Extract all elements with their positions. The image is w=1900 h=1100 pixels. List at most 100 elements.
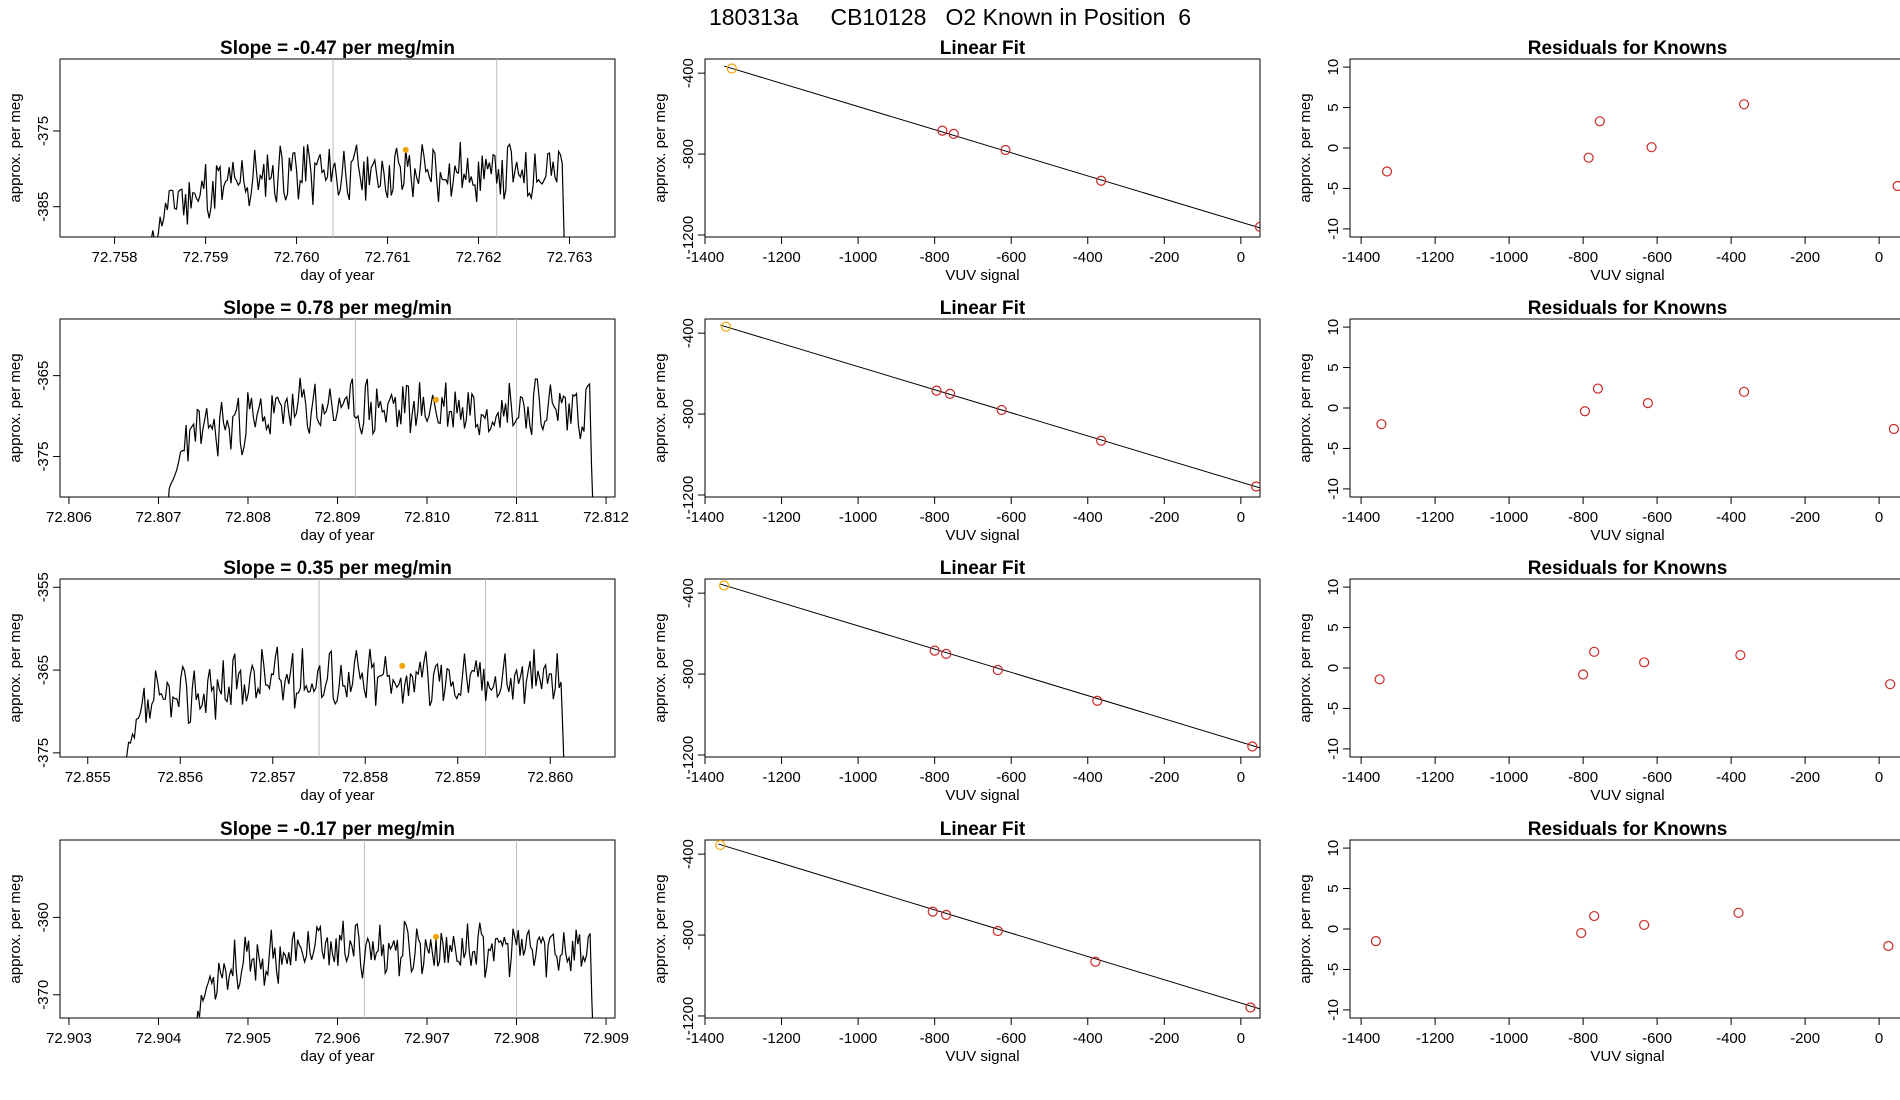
data-point (1576, 927, 1587, 939)
plot-area (1381, 99, 1900, 192)
x-tick-label: 72.855 (65, 769, 111, 786)
data-point (1370, 936, 1382, 947)
x-tick-label: -400 (1073, 1030, 1103, 1047)
x-tick-label: -800 (920, 509, 950, 526)
panel-title: Residuals for Knowns (1528, 819, 1728, 840)
x-tick-label: -800 (920, 249, 950, 266)
data-point (1883, 940, 1894, 952)
x-tick-label: 72.806 (46, 509, 92, 526)
data-point (1579, 406, 1591, 417)
x-tick-label: -1000 (1490, 249, 1528, 266)
x-tick-label: -1400 (1342, 509, 1380, 526)
plot-frame (1349, 318, 1900, 498)
y-tick-label: -1200 (680, 476, 697, 514)
x-tick-label: 72.810 (404, 509, 450, 526)
data-point (948, 128, 959, 139)
data-point (1892, 180, 1900, 192)
y-tick-label: 5 (1325, 103, 1342, 111)
x-axis-label: day of year (300, 527, 374, 544)
x-tick-label: 0 (1237, 249, 1245, 266)
fit-line (723, 65, 1260, 229)
x-tick-label: 72.857 (250, 769, 296, 786)
x-tick-label: -400 (1716, 1030, 1746, 1047)
x-tick-label: -600 (996, 1030, 1026, 1047)
data-point (1738, 99, 1750, 110)
x-tick-label: 72.904 (136, 1030, 182, 1047)
data-point (996, 404, 1007, 416)
panel-4: Slope = 0.78 per meg/min 72.806 72.807 72.8… (7, 298, 629, 544)
x-tick-label: -1200 (1416, 509, 1454, 526)
x-tick-label: -1400 (686, 769, 724, 786)
data-point (929, 645, 940, 656)
highlighted-data-point (719, 580, 730, 591)
y-tick-label: -5 (1325, 963, 1342, 976)
y-tick-label: -360 (35, 902, 52, 932)
signal-trace (168, 377, 594, 497)
x-tick-label: 72.807 (136, 509, 182, 526)
y-tick-label: -400 (680, 578, 697, 608)
data-point (941, 909, 952, 920)
highlighted-data-point (726, 63, 737, 74)
y-tick-label: -800 (680, 399, 697, 429)
x-tick-label: 72.905 (225, 1030, 271, 1047)
x-tick-label: -1200 (1416, 769, 1454, 786)
data-point (1376, 419, 1387, 430)
y-axis-label: approx. per meg (1297, 613, 1314, 722)
y-tick-label: -5 (1325, 442, 1342, 455)
signal-trace (151, 141, 565, 237)
x-tick-label: -1200 (762, 769, 800, 786)
x-tick-label: 0 (1875, 1030, 1883, 1047)
x-tick-label: 72.758 (92, 249, 138, 266)
data-point (1577, 669, 1589, 680)
panel-12: Residuals for Knowns-1400 -1200 -1000 -800-… (1297, 819, 1900, 1065)
plot-area (1376, 383, 1900, 435)
y-tick-label: -1200 (680, 997, 697, 1035)
panel-8: Linear Fit-1400 -1200 -1000 -800 -600 -400 -20… (652, 558, 1261, 804)
plot-area (720, 321, 1260, 492)
x-tick-label: 0 (1237, 509, 1245, 526)
data-point (941, 648, 952, 659)
plot-area (151, 59, 565, 237)
data-point (1594, 116, 1605, 127)
x-tick-label: -400 (1073, 769, 1103, 786)
panel-title: Linear Fit (940, 298, 1026, 319)
x-tick-label: -600 (996, 769, 1026, 786)
data-point (1245, 1002, 1256, 1013)
x-tick-label: -400 (1716, 249, 1746, 266)
x-tick-label: -1200 (762, 509, 800, 526)
y-axis-label: approx. per meg (7, 613, 24, 722)
data-point (927, 906, 938, 917)
x-tick-label: 0 (1875, 249, 1883, 266)
y-tick-label: 10 (1325, 840, 1342, 857)
data-point (1592, 383, 1604, 394)
panel-title: Residuals for Knowns (1528, 558, 1728, 579)
x-tick-label: -1000 (839, 249, 877, 266)
y-tick-label: 5 (1325, 363, 1342, 371)
x-tick-label: 72.762 (456, 249, 502, 266)
plot-frame (59, 578, 616, 758)
plot-frame (704, 839, 1261, 1019)
data-point (1374, 674, 1385, 685)
plot-frame (1349, 839, 1900, 1019)
plot-frame (59, 839, 616, 1019)
x-tick-label: -800 (920, 769, 950, 786)
x-tick-label: 72.760 (274, 249, 320, 266)
plot-frame (59, 58, 616, 238)
y-axis-label: approx. per meg (7, 353, 24, 462)
x-tick-label: 72.809 (315, 509, 361, 526)
y-tick-label: -400 (680, 318, 697, 348)
x-tick-label: -1000 (1490, 769, 1528, 786)
panel-title: Linear Fit (940, 558, 1026, 579)
plot-area (723, 63, 1260, 232)
data-point (1639, 919, 1650, 931)
x-tick-label: -1400 (686, 249, 724, 266)
plot-area (168, 319, 594, 497)
x-tick-label: 72.903 (46, 1030, 92, 1047)
plot-frame (1349, 58, 1900, 238)
x-axis-label: VUV signal (1590, 1048, 1664, 1065)
data-point (1642, 398, 1653, 409)
y-tick-label: -400 (680, 58, 697, 88)
x-tick-label: 0 (1237, 1030, 1245, 1047)
highlighted-data-point (720, 321, 732, 332)
